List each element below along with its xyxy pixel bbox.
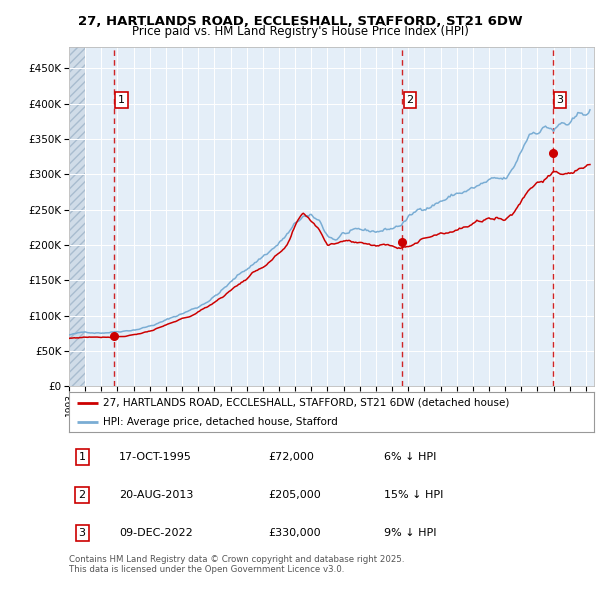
Text: 09-DEC-2022: 09-DEC-2022 (119, 528, 193, 538)
Bar (69, 47, 85, 386)
Text: 6% ↓ HPI: 6% ↓ HPI (384, 453, 436, 463)
Text: Price paid vs. HM Land Registry's House Price Index (HPI): Price paid vs. HM Land Registry's House … (131, 25, 469, 38)
Text: 27, HARTLANDS ROAD, ECCLESHALL, STAFFORD, ST21 6DW: 27, HARTLANDS ROAD, ECCLESHALL, STAFFORD… (77, 15, 523, 28)
Text: Contains HM Land Registry data © Crown copyright and database right 2025.: Contains HM Land Registry data © Crown c… (69, 555, 404, 563)
Text: £330,000: £330,000 (269, 528, 321, 538)
Text: 17-OCT-1995: 17-OCT-1995 (119, 453, 192, 463)
Text: 1: 1 (118, 95, 125, 105)
Text: 1: 1 (79, 453, 86, 463)
Text: 3: 3 (557, 95, 563, 105)
Text: £205,000: £205,000 (269, 490, 321, 500)
Text: 15% ↓ HPI: 15% ↓ HPI (384, 490, 443, 500)
Text: 9% ↓ HPI: 9% ↓ HPI (384, 528, 437, 538)
Text: 27, HARTLANDS ROAD, ECCLESHALL, STAFFORD, ST21 6DW (detached house): 27, HARTLANDS ROAD, ECCLESHALL, STAFFORD… (103, 398, 509, 408)
Bar (69, 47, 85, 386)
Text: This data is licensed under the Open Government Licence v3.0.: This data is licensed under the Open Gov… (69, 565, 344, 573)
Text: 20-AUG-2013: 20-AUG-2013 (119, 490, 193, 500)
Text: £72,000: £72,000 (269, 453, 314, 463)
Text: 3: 3 (79, 528, 86, 538)
Text: 2: 2 (406, 95, 413, 105)
Text: 2: 2 (79, 490, 86, 500)
Text: HPI: Average price, detached house, Stafford: HPI: Average price, detached house, Staf… (103, 417, 338, 427)
